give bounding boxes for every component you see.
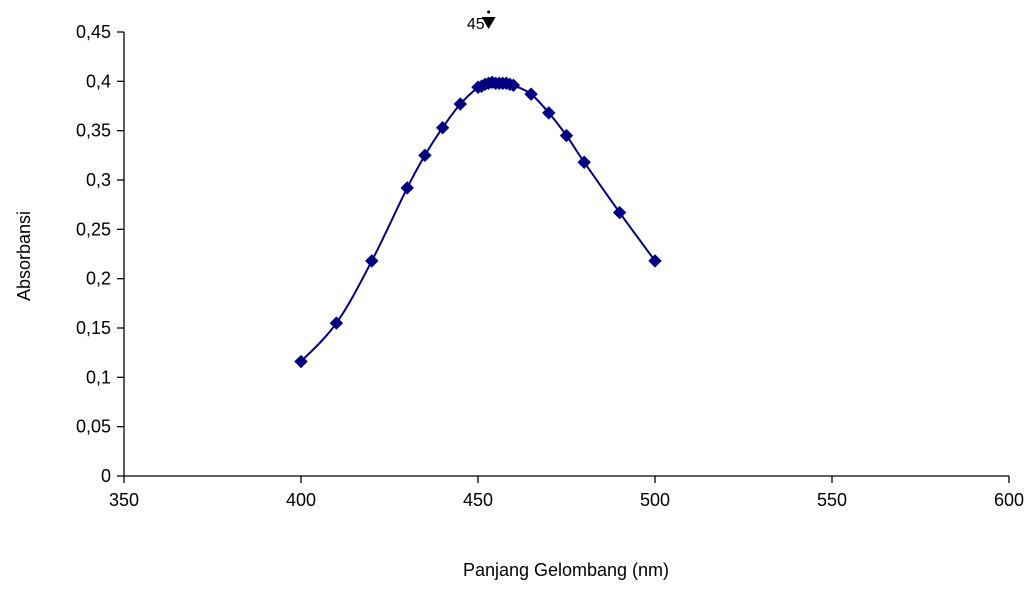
annotations: 45 [467,10,496,33]
x-tick-label: 450 [463,490,493,510]
y-tick-label: 0,05 [76,417,111,437]
x-tick-label: 350 [109,490,139,510]
y-tick-label: 0,1 [86,367,111,387]
y-tick-label: 0,25 [76,219,111,239]
series-line [300,81,656,363]
data-point-marker [542,106,556,120]
data-point-marker [506,78,521,92]
y-tick-label: 0,4 [86,71,111,91]
y-tick-label: 0,35 [76,121,111,141]
data-point-marker [435,120,450,135]
data-point-marker [400,181,414,195]
data-point-marker [559,128,574,143]
data-point-marker [453,97,468,111]
x-tick-label: 400 [286,490,316,510]
x-tick-label: 500 [640,490,670,510]
y-tick-label: 0,3 [86,170,111,190]
y-tick-label: 0 [101,466,111,486]
data-point-marker [524,87,538,101]
data-point-marker [612,205,627,220]
arrow-dot-icon [487,10,491,14]
data-point-marker [577,155,591,169]
x-axis-title: Panjang Gelombang (nm) [463,560,669,580]
tick-labels: 0 0,05 0,1 0,15 0,2 0,25 0,3 0,35 0,4 0,45 350 400 4… [76,22,1024,510]
axes [117,31,1010,483]
data-point-marker [329,316,344,330]
y-tick-label: 0,2 [86,269,111,289]
arrow-down-icon [481,17,496,29]
data-point-marker [418,148,432,163]
x-tick-label: 550 [817,490,847,510]
peak-annotation-label: 45 [467,16,485,33]
data-point-marker [648,254,662,268]
y-tick-label: 0,45 [76,22,111,42]
series [294,75,662,369]
data-point-marker [294,354,308,369]
data-point-marker [365,254,379,268]
y-axis-title: Absorbansi [14,211,34,301]
x-tick-label: 600 [994,490,1024,510]
y-tick-label: 0,15 [76,318,111,338]
